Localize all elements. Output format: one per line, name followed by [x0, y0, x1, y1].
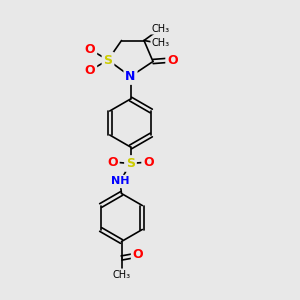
Text: O: O [85, 64, 95, 77]
Text: O: O [85, 43, 95, 56]
Text: CH₃: CH₃ [152, 23, 169, 34]
Text: O: O [143, 155, 154, 169]
Text: S: S [103, 53, 112, 67]
Text: NH: NH [111, 176, 129, 187]
Text: CH₃: CH₃ [152, 38, 169, 49]
Text: O: O [133, 248, 143, 262]
Text: S: S [126, 157, 135, 170]
Text: CH₃: CH₃ [112, 269, 130, 280]
Text: O: O [107, 155, 118, 169]
Text: N: N [125, 70, 136, 83]
Text: O: O [167, 53, 178, 67]
